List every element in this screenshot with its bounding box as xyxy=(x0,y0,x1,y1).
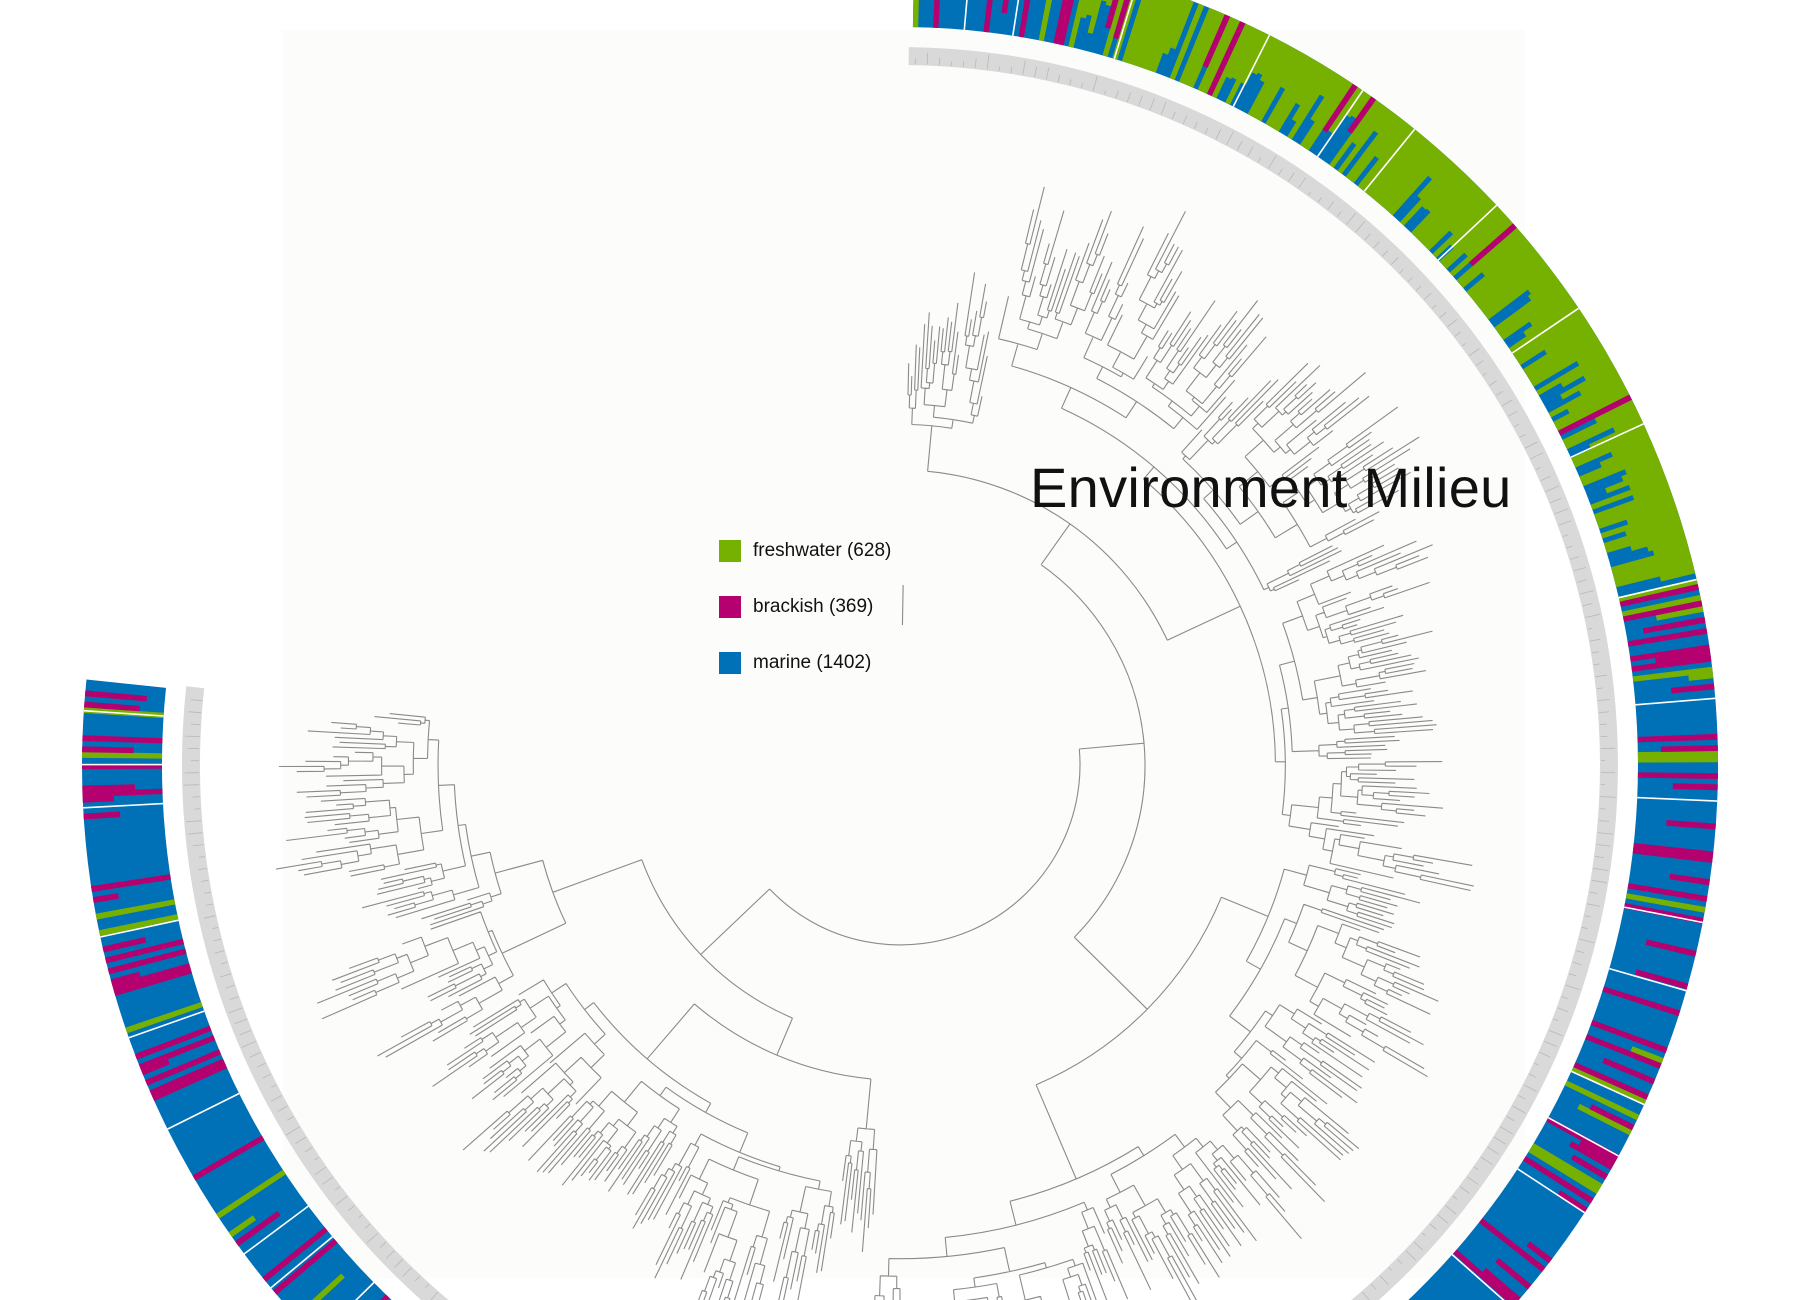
tip-label-band-fill xyxy=(182,47,1618,1300)
environment-ring-brackish xyxy=(91,874,228,1101)
environment-ring-brackish xyxy=(1558,394,1632,436)
legend-label-marine: marine (1402) xyxy=(753,652,872,673)
tree-branch-paths xyxy=(276,186,1474,1300)
legend-swatch-brackish xyxy=(719,596,741,618)
environment-ring xyxy=(81,0,1719,1300)
legend-swatch-freshwater xyxy=(719,540,741,562)
environment-ring-freshwater xyxy=(216,1169,345,1300)
environment-ring-freshwater xyxy=(1625,750,1719,913)
environment-ring-freshwater xyxy=(95,899,203,1034)
environment-ring-freshwater xyxy=(1068,0,1301,122)
environment-ring-base xyxy=(82,0,1718,1300)
environment-ring-freshwater xyxy=(1528,1046,1664,1194)
environment-ring-brackish xyxy=(1453,1218,1553,1300)
environment-ring-brackish xyxy=(1619,584,1715,694)
environment-ring-brackish xyxy=(81,690,163,820)
clade-separators xyxy=(82,0,1718,1300)
environment-ring-freshwater xyxy=(1494,275,1694,588)
figure-background xyxy=(282,30,1525,1278)
environment-ring-brackish xyxy=(1322,83,1517,267)
tip-label-band xyxy=(182,47,1618,1300)
environment-ring-freshwater xyxy=(1265,51,1556,320)
tip-label-ticks xyxy=(183,52,1616,1300)
legend-label-brackish: brackish (369) xyxy=(753,596,874,617)
figure-title: Environment Milieu xyxy=(1030,456,1512,519)
environment-ring-freshwater xyxy=(82,707,164,759)
legend-label-freshwater: freshwater (628) xyxy=(753,540,892,561)
tree-root-stub xyxy=(901,585,904,626)
environment-ring-brackish xyxy=(933,0,1074,46)
environment-ring-freshwater xyxy=(1618,567,1714,682)
legend-swatch-marine xyxy=(719,652,741,674)
tree-branches xyxy=(276,186,1474,1300)
